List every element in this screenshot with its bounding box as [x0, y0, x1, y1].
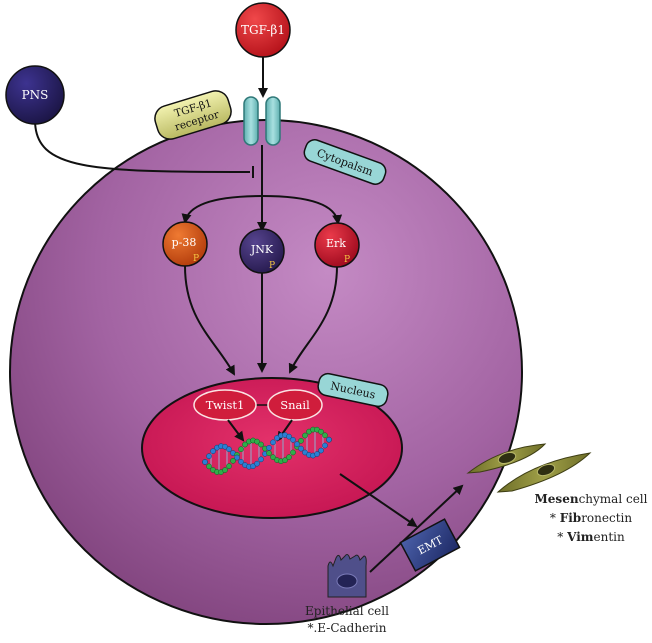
twist1-label: Twist1 — [206, 398, 245, 412]
dna-strand-bead-green — [206, 463, 212, 470]
erk-to-nucleus-arrow — [288, 265, 338, 374]
dna-strand-bead-blue — [302, 449, 308, 456]
dna-helix — [202, 426, 332, 475]
dna-strand-bead-blue — [210, 448, 216, 454]
p38-label: p-38 — [172, 236, 197, 249]
dna-strand-bead-blue — [254, 460, 260, 467]
dna-strand-bead-blue — [270, 439, 276, 446]
pns-inhibition-line — [34, 119, 251, 173]
pns-node — [5, 65, 65, 125]
tgf-beta1-label: TGF-β1 — [241, 23, 285, 37]
tgf-receptor — [243, 96, 281, 146]
vimentin-bold: Vim — [567, 530, 594, 544]
p38-phospho: P — [193, 254, 199, 264]
branch-erk — [261, 195, 343, 225]
dna-strand-bead-green — [230, 458, 236, 464]
vimentin-rest: entin — [593, 530, 625, 544]
dna-strand-bead-blue — [318, 447, 324, 454]
mesenchymal-title-rest: chymal cell — [578, 492, 648, 506]
dna-strand-bead-blue — [206, 453, 212, 460]
dna-strand-bead-blue — [290, 437, 296, 443]
erk-label: Erk — [326, 237, 346, 250]
pns-label: PNS — [22, 88, 49, 102]
erk-phospho: P — [344, 255, 350, 265]
epithelial-caption: Epithelial cell *.E-Cadherin — [282, 603, 412, 637]
jnk-label: JNK — [250, 243, 274, 256]
dna-strand-bead-green — [290, 449, 296, 456]
jnk-phospho: P — [269, 261, 275, 271]
jnk-node — [239, 228, 285, 274]
vimentin-prefix: * — [557, 530, 568, 544]
dna-strand-bead-blue — [298, 445, 304, 452]
dna-strand-bead-green — [270, 454, 276, 461]
dna-strand-bead-blue — [238, 458, 244, 465]
mesenchymal-cell-icon-1 — [466, 443, 547, 474]
p38-to-nucleus-arrow — [184, 265, 235, 376]
mesenchymal-marker-vimentin: * Vimentin — [530, 528, 652, 547]
dna-strand-bead-green — [302, 432, 308, 439]
dna-strand-bead-green — [286, 454, 292, 461]
fibronectin-bold: Fib — [559, 511, 582, 525]
epithelial-to-mesenchymal-arrow — [369, 484, 464, 573]
dna-strand-bead-green — [238, 446, 244, 453]
p38-node — [162, 221, 208, 267]
nucleus-label-pill: Nucleus — [317, 372, 389, 408]
dna-strand-bead-blue — [326, 436, 332, 443]
dna-strand-bead-green — [322, 432, 328, 439]
dna-strand-bead-blue — [322, 442, 328, 449]
dna-strand-bead-green — [258, 441, 264, 448]
snail-oval — [267, 389, 323, 421]
twist-to-dna-arrow — [227, 419, 245, 442]
dna-strand-bead-green — [222, 467, 228, 473]
fibronectin-rest: ronectin — [581, 511, 633, 525]
branch-p38 — [181, 195, 263, 224]
dna-strand-bead-blue — [314, 451, 320, 457]
erk-node — [314, 222, 360, 268]
dna-strand-bead-blue — [250, 463, 256, 470]
fibronectin-prefix: * — [549, 511, 560, 525]
dna-strand-bead-blue — [258, 456, 264, 463]
dna-strand-bead-blue — [266, 445, 272, 451]
tgf-beta1-node — [235, 2, 291, 58]
dna-strand-bead-green — [282, 457, 288, 464]
receptor-label-pill: TGF-β1 receptor — [154, 90, 232, 140]
dna-strand-bead-blue — [234, 454, 240, 461]
mesenchymal-caption: Mesenchymal cell * Fibronectin * Vimenti… — [530, 490, 652, 547]
mesenchymal-marker-fibronectin: * Fibronectin — [530, 509, 652, 528]
dna-strand-bead-blue — [202, 459, 208, 465]
mesenchymal-cell-icon-2 — [496, 452, 592, 493]
mesenchymal-title-bold: Mesen — [534, 492, 579, 506]
epithelial-title: Epithelial cell — [305, 604, 389, 618]
epithelial-marker: *.E-Cadherin — [307, 621, 387, 635]
dna-strand-bead-green — [318, 428, 324, 435]
dna-strand-bead-green — [266, 450, 272, 456]
snail-label: Snail — [280, 398, 310, 412]
epithelial-cell-icon — [327, 554, 367, 598]
emt-box: EMT — [399, 518, 461, 572]
dna-strand-bead-green — [254, 438, 260, 445]
dna-strand-bead-green — [298, 437, 304, 444]
dna-strand-bead-blue — [222, 443, 228, 450]
twist1-oval — [193, 389, 257, 421]
mesenchymal-title: Mesenchymal cell — [530, 490, 652, 509]
dna-strand-bead-blue — [286, 433, 292, 440]
dna-to-emt-arrow — [339, 473, 418, 528]
dna-strand-bead-blue — [274, 435, 280, 441]
dna-strand-bead-green — [226, 463, 232, 469]
dna-strand-bead-green — [242, 441, 248, 448]
dna-strand-bead-blue — [294, 441, 300, 447]
dna-strand-bead-blue — [226, 446, 232, 453]
